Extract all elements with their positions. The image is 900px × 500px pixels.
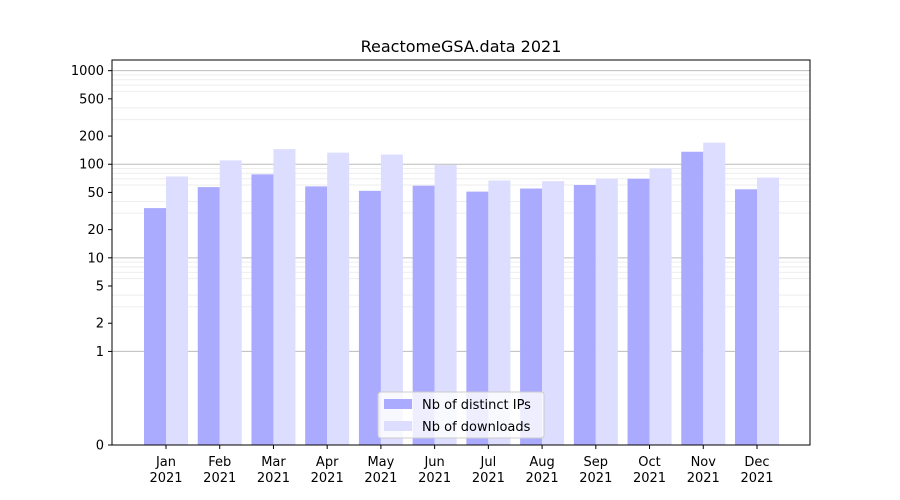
y-tick-label: 200 xyxy=(79,130,104,145)
y-axis: 0 1 2 5 10 20 50 100 200 500 1000 xyxy=(71,64,112,454)
bar xyxy=(166,176,188,446)
y-tick-label: 5 xyxy=(96,280,104,295)
bar xyxy=(219,160,242,445)
bar xyxy=(649,168,672,445)
x-axis: Jan 2021 Feb 2021 Mar 2021 Apr 2021 May 2021 Jun 20… xyxy=(149,445,774,486)
bar xyxy=(251,174,274,445)
legend-box xyxy=(377,391,545,439)
x-tick-label: May 2021 xyxy=(364,455,397,486)
x-tick-label: Sep 2021 xyxy=(579,455,612,486)
y-tick-label: 2 xyxy=(96,317,104,332)
y-tick-label: 500 xyxy=(79,92,104,107)
bar xyxy=(595,178,618,446)
bar xyxy=(144,208,166,445)
bar xyxy=(627,178,650,446)
bar xyxy=(273,149,296,445)
x-tick-label: Jul 2021 xyxy=(472,455,505,486)
y-tick-label: 1000 xyxy=(71,64,104,79)
x-tick-label: Jun 2021 xyxy=(418,455,451,486)
chart-title: ReactomeGSA.data 2021 xyxy=(361,37,562,56)
bar xyxy=(681,151,704,445)
y-tick-label: 10 xyxy=(87,251,104,266)
legend-swatch xyxy=(384,399,412,409)
x-tick-label: Jan 2021 xyxy=(149,455,182,486)
y-tick-label: 100 xyxy=(79,158,104,173)
bar xyxy=(757,177,779,446)
plot-frame xyxy=(111,59,811,446)
bar xyxy=(488,180,511,446)
y-tick-label: 20 xyxy=(87,223,104,238)
x-tick-label: Feb 2021 xyxy=(203,455,236,486)
legend-label: Nb of distinct IPs xyxy=(422,398,531,413)
bar xyxy=(703,142,726,445)
y-tick-label: 0 xyxy=(96,439,104,454)
y-tick-label: 50 xyxy=(87,186,104,201)
x-tick-label: Dec 2021 xyxy=(740,455,773,486)
legend: Nb of distinct IPs Nb of downloads xyxy=(377,391,545,439)
bar xyxy=(573,185,596,445)
bar xyxy=(327,152,350,445)
y-tick-label: 1 xyxy=(96,345,104,360)
bar xyxy=(412,185,435,446)
bars xyxy=(144,142,779,446)
x-tick-label: Aug 2021 xyxy=(526,455,559,486)
bar xyxy=(358,190,381,445)
bar xyxy=(735,189,757,445)
legend-label: Nb of downloads xyxy=(422,420,531,435)
legend-swatch xyxy=(384,421,412,431)
bar xyxy=(466,191,489,445)
x-tick-label: Mar 2021 xyxy=(257,455,290,486)
x-tick-label: Apr 2021 xyxy=(311,455,344,486)
bar xyxy=(434,165,457,445)
bar xyxy=(380,154,403,445)
bar xyxy=(305,186,328,445)
bar xyxy=(197,187,220,445)
x-tick-label: Oct 2021 xyxy=(633,455,666,486)
x-tick-label: Nov 2021 xyxy=(687,455,720,486)
bar xyxy=(542,181,565,445)
bar xyxy=(520,188,543,445)
